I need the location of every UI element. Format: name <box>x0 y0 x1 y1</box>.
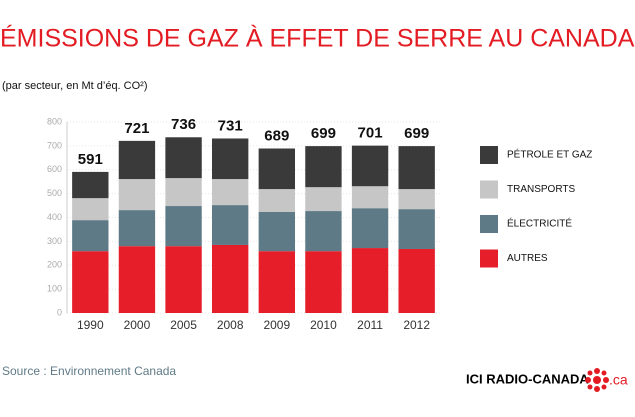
bar-segment <box>118 246 156 313</box>
bar-segment <box>165 178 202 207</box>
bar-segment <box>212 205 249 245</box>
logo: ICI RADIO-CANADA .ca <box>466 368 628 392</box>
bar-segment <box>351 186 389 209</box>
source: Source : Environnement Canada <box>2 364 176 378</box>
bar-segment <box>165 137 202 179</box>
bar-segment <box>118 179 156 211</box>
y-tick-label: 700 <box>47 140 62 150</box>
gem-dot <box>601 370 607 376</box>
bar-segment <box>72 171 109 199</box>
total-label: 699 <box>404 125 429 142</box>
gem-dot <box>594 368 600 374</box>
bar-segment <box>305 187 342 212</box>
gem-dot <box>587 370 593 376</box>
gem-dot <box>585 377 591 383</box>
y-tick-label: 500 <box>47 188 62 198</box>
legend-label: PÉTROLE ET GAZ <box>507 148 592 161</box>
total-label: 731 <box>218 117 243 134</box>
legend-swatch <box>480 146 498 164</box>
bar-segment <box>258 212 295 252</box>
brand-name: ICI RADIO-CANADA <box>466 371 589 386</box>
bar-segment <box>398 189 435 210</box>
y-tick-label: 600 <box>47 164 62 174</box>
bar-segment <box>398 249 435 313</box>
x-tick-label: 2010 <box>310 318 337 332</box>
bar-segment <box>351 248 389 313</box>
chart-subtitle: (par secteur, en Mt d’éq. CO²) <box>2 80 148 92</box>
x-tick-label: 2009 <box>263 318 290 332</box>
bar-segment <box>258 148 295 190</box>
bar-segment <box>258 189 295 213</box>
bar-segment <box>72 198 109 221</box>
bar-segment <box>212 179 249 206</box>
gem-dot <box>593 376 601 384</box>
y-tick-label: 200 <box>47 260 62 270</box>
y-tick-label: 400 <box>47 212 62 222</box>
legend-label: ÉLECTRICITÉ <box>507 217 572 230</box>
total-label: 701 <box>358 125 383 142</box>
gem-dot <box>601 384 607 390</box>
legend-label: AUTRES <box>507 253 548 264</box>
brand-gem <box>585 368 609 392</box>
brand-suffix: .ca <box>609 372 628 388</box>
total-label: 721 <box>124 120 149 137</box>
y-tick-label: 800 <box>47 116 62 126</box>
gem-dot <box>603 377 609 383</box>
legend-label: TRANSPORTS <box>507 184 575 195</box>
bar-segment <box>118 140 156 180</box>
gem-dot <box>587 384 593 390</box>
legend-swatch <box>480 180 498 199</box>
y-tick-label: 300 <box>47 236 62 246</box>
total-label: 736 <box>171 116 196 133</box>
y-tick-label: 100 <box>47 284 62 294</box>
bar-segment <box>351 208 389 249</box>
total-label: 689 <box>264 127 289 144</box>
legend-swatch <box>480 215 498 233</box>
legend-swatch <box>480 249 498 268</box>
chart-title: ÉMISSIONS DE GAZ À EFFET DE SERRE AU CAN… <box>0 24 635 53</box>
x-tick-label: 2005 <box>170 318 197 332</box>
bar-segment <box>72 251 109 313</box>
total-label: 699 <box>311 125 336 142</box>
bar-segment <box>118 210 156 247</box>
bar-segment <box>305 146 342 188</box>
x-tick-label: 1990 <box>77 318 104 332</box>
x-tick-label: 2012 <box>403 318 430 332</box>
bar-segment <box>398 146 435 190</box>
bar-segment <box>165 206 202 247</box>
bar-segment <box>351 145 389 187</box>
bar-segment <box>212 244 249 313</box>
total-label: 591 <box>78 151 103 168</box>
bar-segment <box>212 138 249 180</box>
x-tick-label: 2000 <box>124 318 151 332</box>
x-tick-label: 2008 <box>217 318 244 332</box>
bar-segment <box>72 220 109 252</box>
bar-segment <box>165 246 202 313</box>
bar-segment <box>258 251 295 313</box>
bar-segment <box>398 209 435 250</box>
bar-segment <box>305 251 342 313</box>
gem-dot <box>594 386 600 392</box>
y-tick-label: 0 <box>57 307 62 317</box>
bar-segment <box>305 211 342 252</box>
x-tick-label: 2011 <box>357 318 383 332</box>
